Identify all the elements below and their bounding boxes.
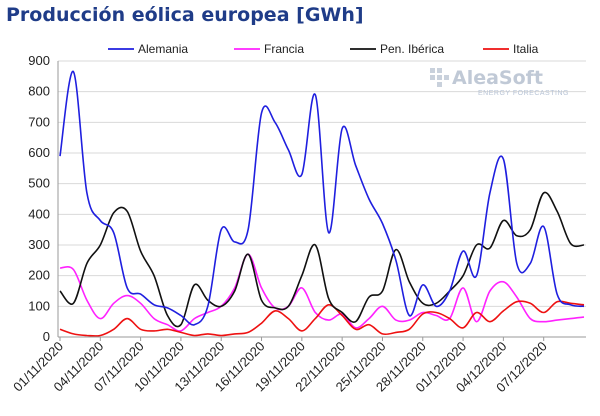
grid	[58, 60, 586, 338]
y-tick-label: 200	[28, 268, 50, 283]
aleasoft-logo-icon	[430, 68, 449, 87]
y-tick-label: 300	[28, 237, 50, 252]
y-tick-label: 100	[28, 298, 50, 313]
watermark-brand: AleaSoft	[452, 67, 543, 89]
legend-label: Pen. Ibérica	[380, 42, 444, 56]
y-tick-label: 700	[28, 114, 50, 129]
axes: 010020030040050060070080090001/11/202004…	[10, 53, 586, 395]
legend-label: Alemania	[138, 42, 188, 56]
aleasoft-watermark: AleaSoft ENERGY FORECASTING	[430, 67, 569, 97]
watermark-tagline: ENERGY FORECASTING	[478, 90, 569, 97]
legend-item: Alemania	[108, 42, 188, 56]
legend-label: Francia	[264, 42, 304, 56]
series-lines	[59, 70, 585, 337]
series-line-pen-ib-rica	[59, 191, 585, 328]
y-tick-label: 900	[28, 53, 50, 68]
legend: Alemania Francia Pen. Ibérica Italia	[108, 42, 539, 56]
y-tick-label: 400	[28, 206, 50, 221]
y-tick-label: 0	[43, 329, 50, 344]
legend-item: Italia	[483, 42, 539, 56]
y-tick-label: 500	[28, 176, 50, 191]
legend-label: Italia	[513, 42, 539, 56]
series-line-italia	[59, 300, 585, 337]
y-tick-label: 800	[28, 84, 50, 99]
legend-item: Francia	[234, 42, 304, 56]
series-line-francia	[59, 253, 585, 332]
series-line-alemania	[59, 70, 585, 326]
legend-item: Pen. Ibérica	[350, 42, 444, 56]
chart-title: Producción eólica europea [GWh]	[6, 4, 364, 26]
y-tick-label: 600	[28, 145, 50, 160]
